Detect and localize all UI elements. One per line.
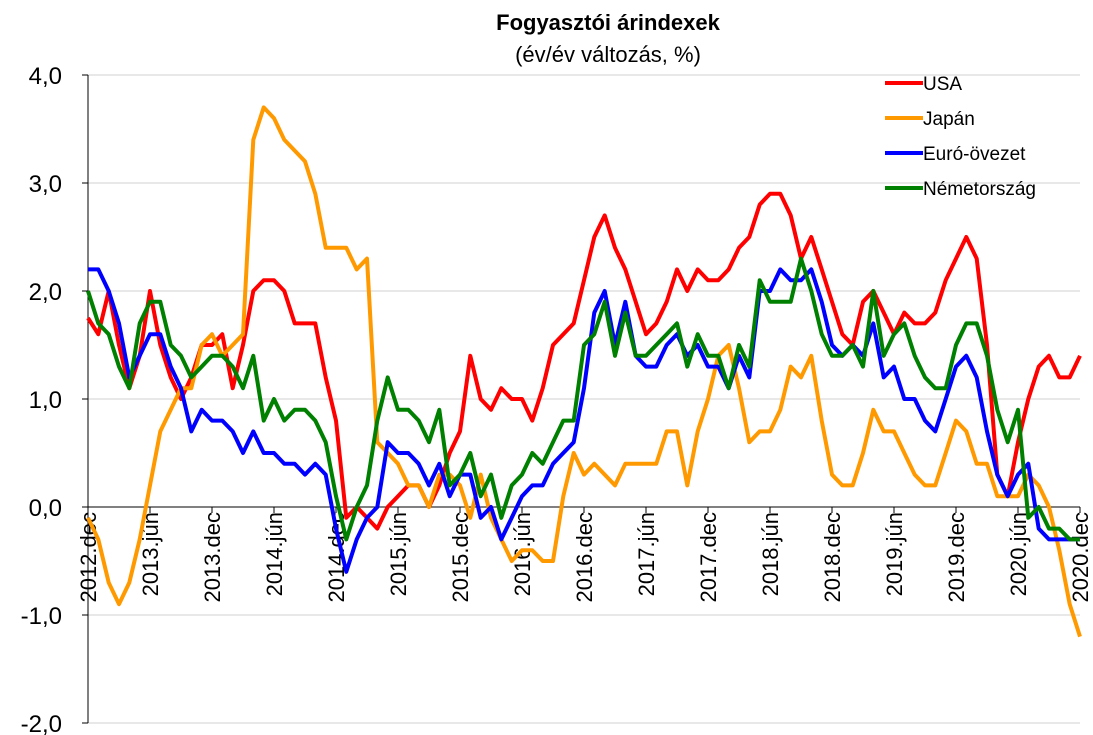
x-tick-label: 2016.dec bbox=[572, 512, 597, 603]
y-tick-label: 3,0 bbox=[29, 171, 62, 198]
y-tick-label: 0,0 bbox=[29, 495, 62, 522]
x-tick-label: 2019.jún bbox=[882, 512, 907, 596]
x-tick-label: 2013.dec bbox=[200, 512, 225, 603]
legend-label: Euró-övezet bbox=[923, 144, 1026, 165]
x-tick-label: 2012.dec bbox=[76, 512, 101, 603]
y-tick-label: 2,0 bbox=[29, 279, 62, 306]
chart-title: Fogyasztói árindexek bbox=[496, 10, 721, 35]
x-tick-label: 2016.jún bbox=[510, 512, 535, 596]
y-tick-label: -1,0 bbox=[21, 603, 62, 630]
x-tick-label: 2014.jún bbox=[262, 512, 287, 596]
y-tick-label: 1,0 bbox=[29, 387, 62, 414]
legend-label: USA bbox=[923, 74, 962, 95]
legend-label: Németország bbox=[923, 179, 1036, 200]
x-tick-label: 2018.dec bbox=[820, 512, 845, 603]
chart-subtitle: (év/év változás, %) bbox=[515, 42, 701, 67]
y-tick-label: -2,0 bbox=[21, 711, 62, 735]
x-tick-label: 2019.dec bbox=[944, 512, 969, 603]
x-tick-label: 2017.jún bbox=[634, 512, 659, 596]
x-tick-label: 2018.jún bbox=[758, 512, 783, 596]
series-line bbox=[86, 256, 1080, 542]
x-tick-label: 2020.dec bbox=[1068, 512, 1093, 603]
x-tick-label: 2020.jún bbox=[1006, 512, 1031, 596]
x-tick-label: 2015.jún bbox=[386, 512, 411, 596]
legend-label: Japán bbox=[923, 109, 975, 130]
series-line bbox=[88, 267, 1080, 574]
x-tick-label: 2015.dec bbox=[448, 512, 473, 603]
y-tick-label: 4,0 bbox=[29, 63, 62, 90]
x-tick-label: 2017.dec bbox=[696, 512, 721, 603]
series-line bbox=[86, 105, 1082, 638]
series-line bbox=[86, 191, 1082, 531]
